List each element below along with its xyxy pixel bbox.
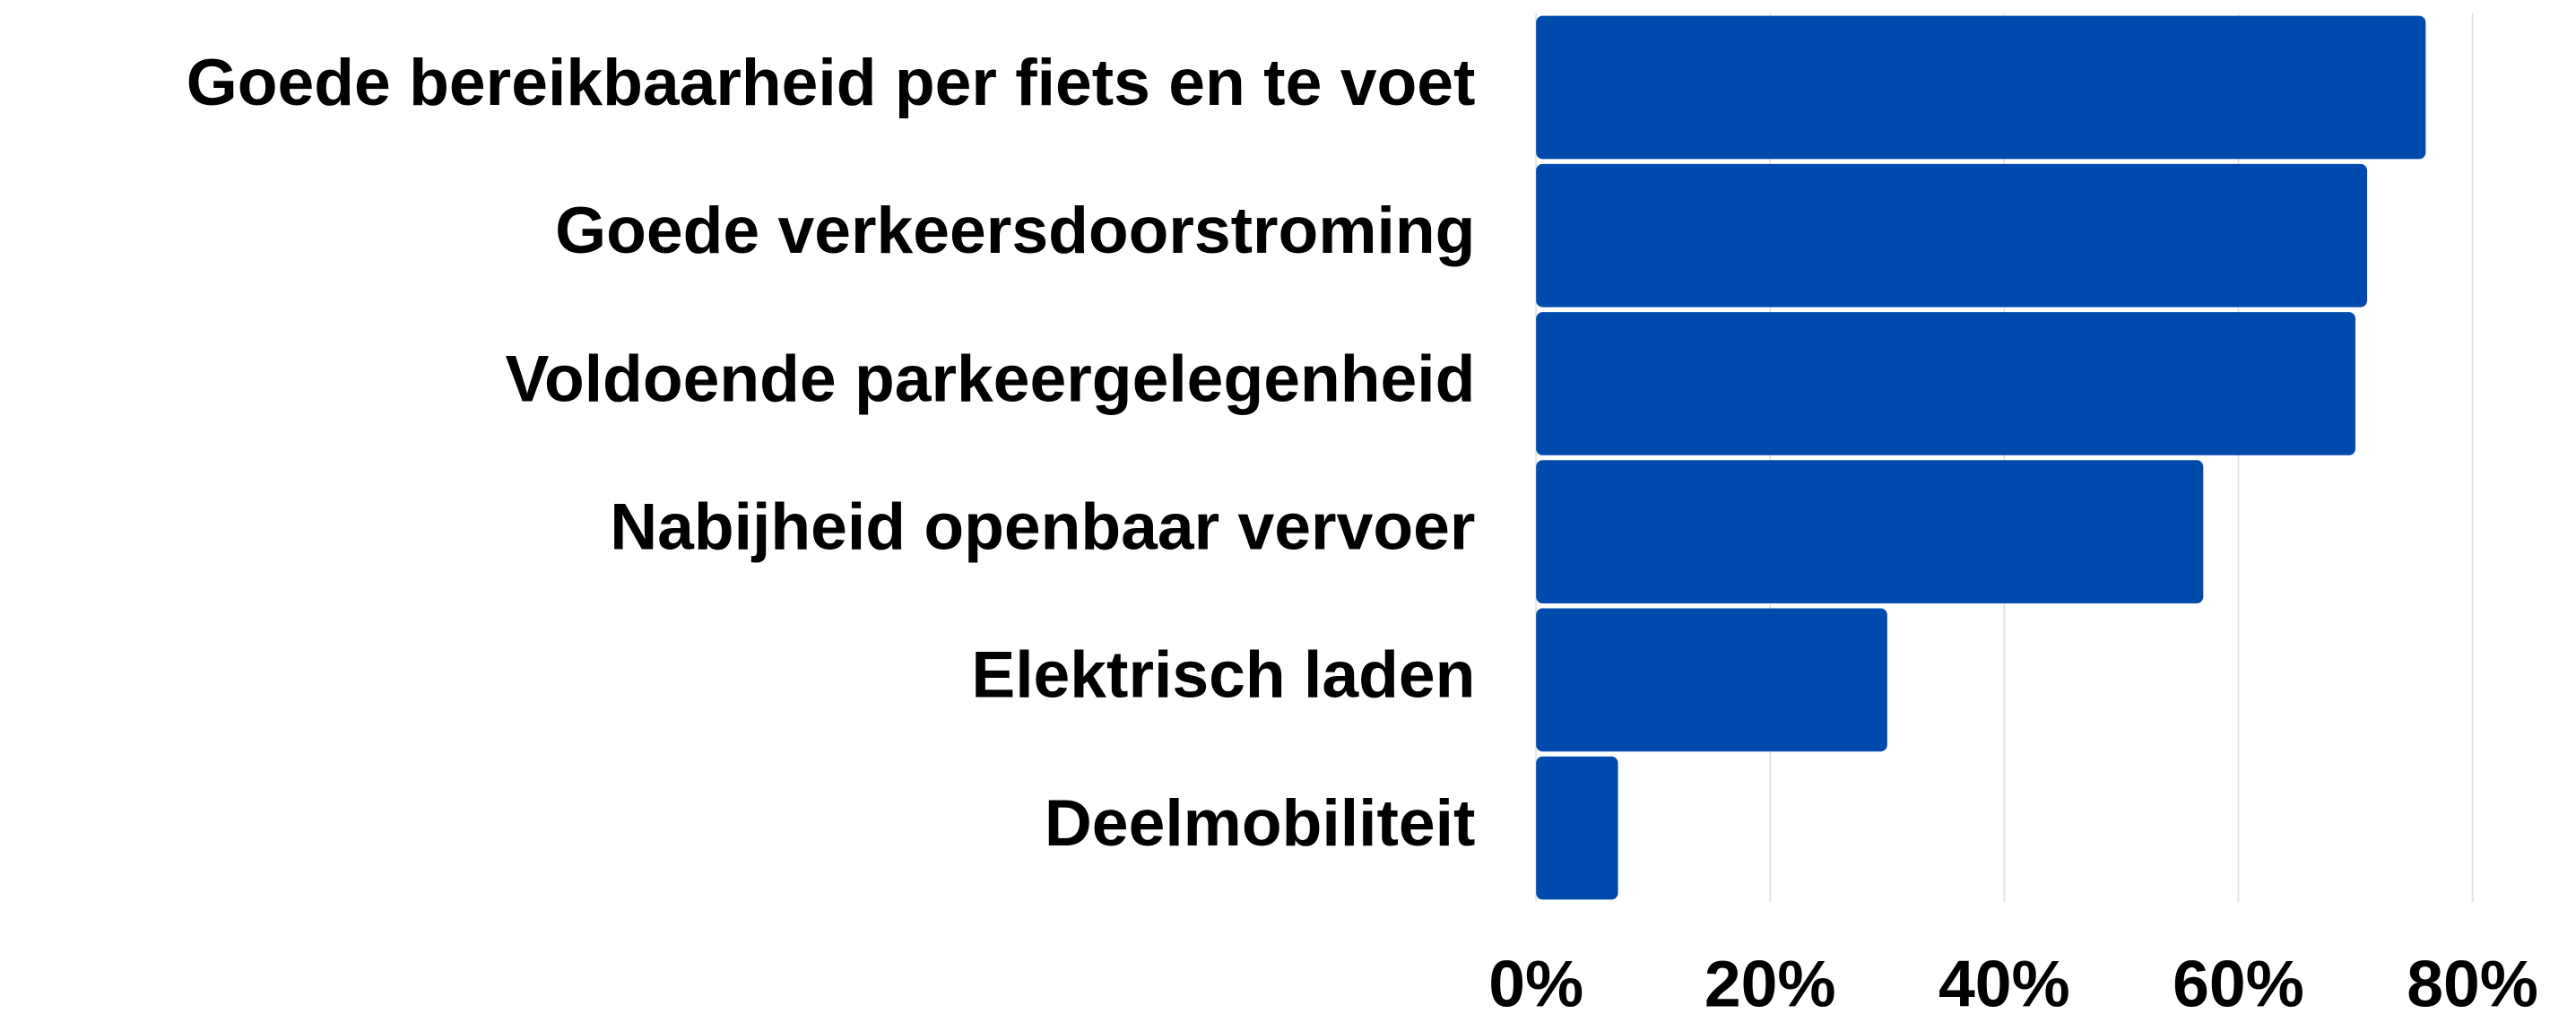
bar <box>1536 460 2204 603</box>
y-tick-label: Goede verkeersdoorstroming <box>555 194 1475 267</box>
y-tick-label: Elektrisch laden <box>971 638 1475 712</box>
y-tick-label: Deelmobiliteit <box>1045 786 1475 860</box>
bar <box>1536 312 2356 455</box>
bar <box>1536 15 2426 160</box>
y-tick-label: Voldoende parkeergelegenheid <box>506 342 1476 415</box>
x-tick-label: 40% <box>1939 948 2070 1014</box>
x-tick-label: 20% <box>1704 948 1836 1014</box>
x-tick-label: 60% <box>2173 948 2304 1014</box>
bar <box>1536 756 1618 900</box>
x-tick-label: 0% <box>1488 948 1583 1014</box>
y-tick-label: Goede bereikbaarheid per fiets en te voe… <box>186 46 1476 119</box>
x-tick-label: 80% <box>2407 948 2538 1014</box>
bar <box>1536 608 1887 752</box>
y-tick-label: Nabijheid openbaar vervoer <box>610 490 1475 563</box>
bar <box>1536 163 2368 308</box>
